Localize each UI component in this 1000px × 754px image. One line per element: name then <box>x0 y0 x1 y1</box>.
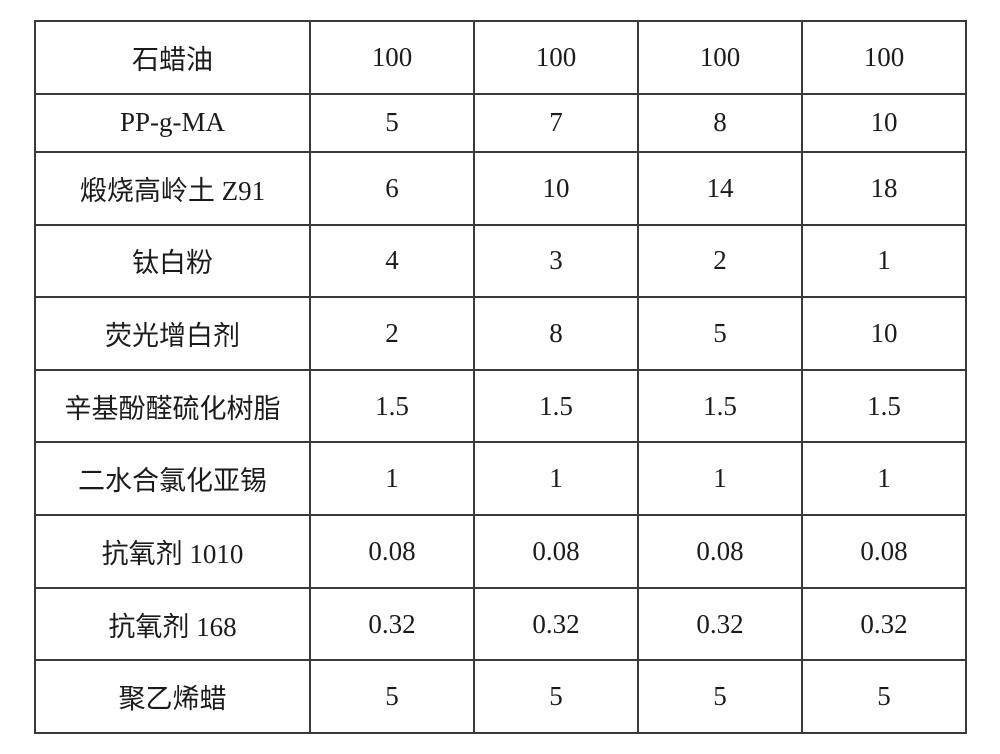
cell-value: 14 <box>638 152 802 225</box>
cell-value: 100 <box>802 21 966 94</box>
cell-label: 二水合氯化亚锡 <box>35 442 310 515</box>
cell-value: 100 <box>638 21 802 94</box>
cell-value: 0.08 <box>802 515 966 588</box>
cell-value: 10 <box>474 152 638 225</box>
cell-label: 煅烧高岭土 Z91 <box>35 152 310 225</box>
cell-label: 荧光增白剂 <box>35 297 310 370</box>
cell-label: 石蜡油 <box>35 21 310 94</box>
cell-value: 4 <box>310 225 474 298</box>
cell-value: 1 <box>802 442 966 515</box>
cell-value: 1.5 <box>802 370 966 443</box>
cell-value: 3 <box>474 225 638 298</box>
cell-value: 5 <box>638 297 802 370</box>
cell-label: 抗氧剂 1010 <box>35 515 310 588</box>
table-row: 煅烧高岭土 Z91 6 10 14 18 <box>35 152 966 225</box>
cell-label: 抗氧剂 168 <box>35 588 310 661</box>
cell-value: 0.08 <box>474 515 638 588</box>
cell-value: 18 <box>802 152 966 225</box>
cell-label: PP-g-MA <box>35 94 310 152</box>
table-row: 二水合氯化亚锡 1 1 1 1 <box>35 442 966 515</box>
table-row: 抗氧剂 168 0.32 0.32 0.32 0.32 <box>35 588 966 661</box>
cell-value: 1.5 <box>638 370 802 443</box>
data-table: 石蜡油 100 100 100 100 PP-g-MA 5 7 8 10 煅烧高… <box>34 20 967 734</box>
cell-value: 1 <box>474 442 638 515</box>
cell-value: 1 <box>310 442 474 515</box>
table-row: 聚乙烯蜡 5 5 5 5 <box>35 660 966 733</box>
cell-value: 1 <box>802 225 966 298</box>
page: 石蜡油 100 100 100 100 PP-g-MA 5 7 8 10 煅烧高… <box>0 0 1000 754</box>
table-row: PP-g-MA 5 7 8 10 <box>35 94 966 152</box>
cell-value: 2 <box>638 225 802 298</box>
table-row: 抗氧剂 1010 0.08 0.08 0.08 0.08 <box>35 515 966 588</box>
table-body: 石蜡油 100 100 100 100 PP-g-MA 5 7 8 10 煅烧高… <box>35 21 966 733</box>
cell-value: 8 <box>474 297 638 370</box>
cell-value: 5 <box>310 94 474 152</box>
cell-value: 5 <box>638 660 802 733</box>
cell-label: 辛基酚醛硫化树脂 <box>35 370 310 443</box>
table-row: 辛基酚醛硫化树脂 1.5 1.5 1.5 1.5 <box>35 370 966 443</box>
cell-value: 2 <box>310 297 474 370</box>
cell-value: 0.08 <box>638 515 802 588</box>
cell-label: 钛白粉 <box>35 225 310 298</box>
cell-value: 10 <box>802 94 966 152</box>
table-row: 石蜡油 100 100 100 100 <box>35 21 966 94</box>
cell-value: 1.5 <box>310 370 474 443</box>
cell-value: 7 <box>474 94 638 152</box>
cell-value: 0.32 <box>474 588 638 661</box>
cell-value: 0.08 <box>310 515 474 588</box>
cell-value: 10 <box>802 297 966 370</box>
cell-label: 聚乙烯蜡 <box>35 660 310 733</box>
cell-value: 100 <box>310 21 474 94</box>
cell-value: 100 <box>474 21 638 94</box>
cell-value: 0.32 <box>310 588 474 661</box>
cell-value: 6 <box>310 152 474 225</box>
cell-value: 5 <box>802 660 966 733</box>
cell-value: 0.32 <box>638 588 802 661</box>
cell-value: 5 <box>310 660 474 733</box>
cell-value: 1.5 <box>474 370 638 443</box>
cell-value: 0.32 <box>802 588 966 661</box>
table-row: 钛白粉 4 3 2 1 <box>35 225 966 298</box>
cell-value: 5 <box>474 660 638 733</box>
table-row: 荧光增白剂 2 8 5 10 <box>35 297 966 370</box>
cell-value: 1 <box>638 442 802 515</box>
cell-value: 8 <box>638 94 802 152</box>
